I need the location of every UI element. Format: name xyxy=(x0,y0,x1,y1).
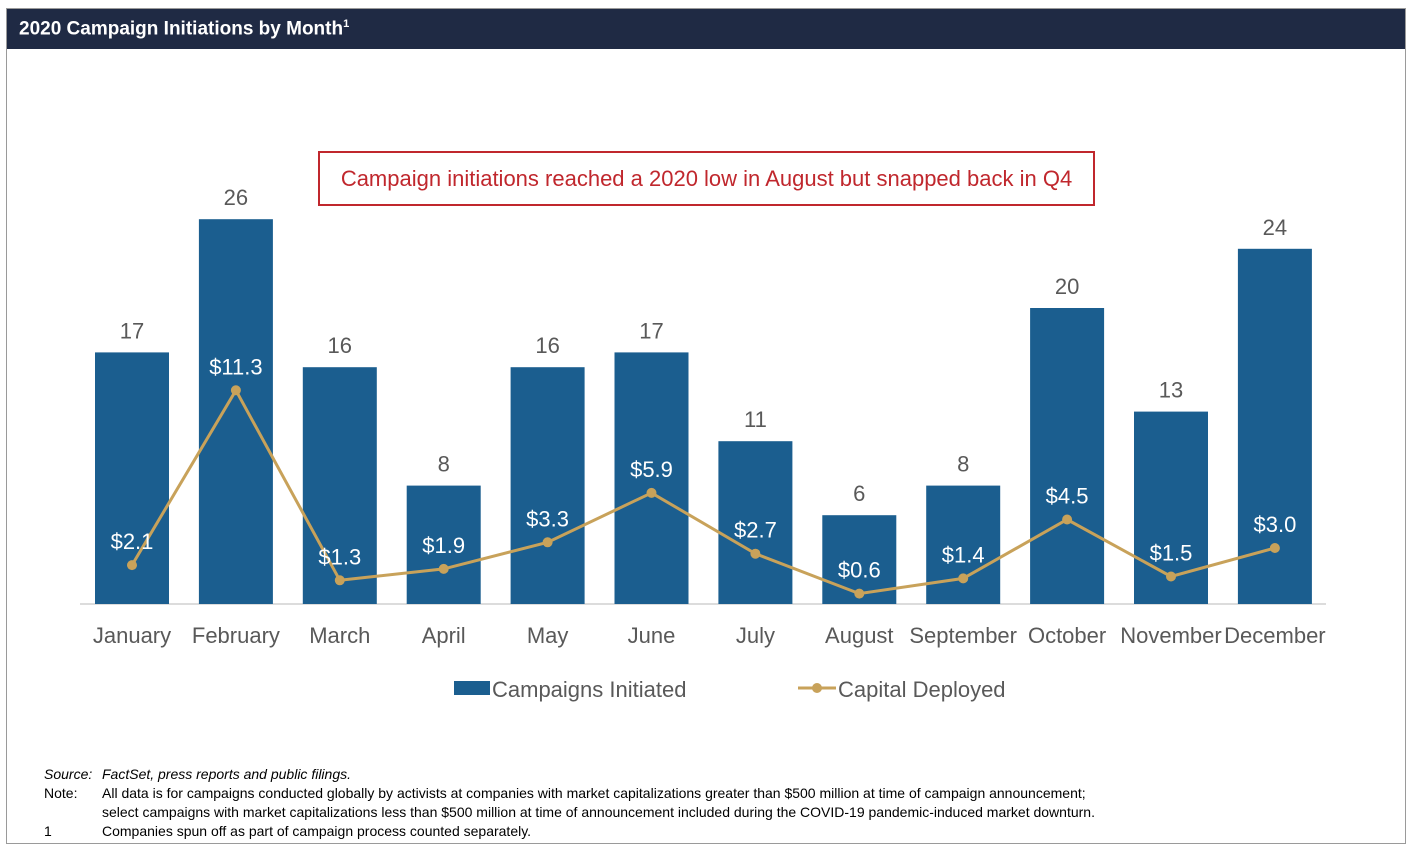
note-text-2: select campaigns with market capitalizat… xyxy=(102,804,1095,820)
x-tick-label: October xyxy=(1028,623,1106,648)
capital-value-label: $2.7 xyxy=(734,518,777,543)
chart-frame xyxy=(6,8,1406,844)
capital-point xyxy=(542,537,553,548)
capital-value-label: $1.4 xyxy=(942,542,985,567)
capital-value-label: $1.3 xyxy=(318,544,361,569)
capital-value-label: $11.3 xyxy=(209,354,262,379)
bar-value-label: 17 xyxy=(639,318,663,343)
bar-july xyxy=(718,441,793,604)
footnote-text: Companies spun off as part of campaign p… xyxy=(102,823,532,839)
x-tick-label: November xyxy=(1120,623,1221,648)
chart-title: 2020 Campaign Initiations by Month1 xyxy=(19,18,350,40)
x-tick-label: April xyxy=(422,623,466,648)
x-tick-label: July xyxy=(736,623,775,648)
capital-point xyxy=(230,385,241,396)
note-label: Note: xyxy=(44,785,78,801)
bar-value-label: 6 xyxy=(853,481,865,506)
bar-value-label: 20 xyxy=(1055,274,1079,299)
bar-value-label: 17 xyxy=(120,318,144,343)
capital-deployed-line xyxy=(130,387,1276,596)
capital-point xyxy=(750,548,761,559)
capital-point xyxy=(646,487,657,498)
capital-value-label: $1.9 xyxy=(422,533,465,558)
x-tick-label: June xyxy=(628,623,676,648)
bar-value-label: 13 xyxy=(1159,378,1183,403)
bar-april xyxy=(406,485,481,604)
note-text-1: All data is for campaigns conducted glob… xyxy=(102,785,1086,801)
bar-february xyxy=(198,219,273,604)
bar-value-label: 8 xyxy=(438,452,450,477)
header-bar: 2020 Campaign Initiations by Month1 xyxy=(7,9,1405,49)
bar-june xyxy=(614,352,689,604)
bar-value-label: 11 xyxy=(744,407,767,432)
x-tick-label: May xyxy=(527,623,569,648)
legend-label-capital: Capital Deployed xyxy=(838,677,1006,702)
x-tick-label: January xyxy=(93,623,171,648)
capital-value-label: $3.0 xyxy=(1253,512,1296,537)
x-tick-label: August xyxy=(825,623,894,648)
capital-value-label: $0.6 xyxy=(838,558,881,583)
x-tick-label: December xyxy=(1224,623,1325,648)
bar-value-label: 16 xyxy=(535,333,559,358)
legend-swatch-campaigns xyxy=(454,681,490,695)
capital-point xyxy=(1062,514,1073,525)
bar-october xyxy=(1030,308,1105,604)
x-tick-label: September xyxy=(909,623,1017,648)
legend-label-campaigns: Campaigns Initiated xyxy=(492,677,686,702)
bar-september xyxy=(926,485,1001,604)
footnotes: Source: FactSet, press reports and public… xyxy=(44,765,1095,841)
bar-value-label: 24 xyxy=(1263,215,1287,240)
bar-march xyxy=(302,367,377,604)
capital-value-label: $5.9 xyxy=(630,457,673,482)
capital-value-label: $1.5 xyxy=(1150,541,1193,566)
bar-value-label: 26 xyxy=(224,185,248,210)
footnote-number: 1 xyxy=(44,823,52,839)
legend-swatch-capital-marker xyxy=(812,683,822,693)
capital-point xyxy=(958,573,969,584)
x-tick-label: February xyxy=(192,623,280,648)
capital-point xyxy=(334,575,345,586)
capital-point xyxy=(438,563,449,574)
bar-value-label: 16 xyxy=(328,333,352,358)
capital-point xyxy=(1269,543,1280,553)
bar-value-label: 8 xyxy=(957,452,969,477)
source-text: FactSet, press reports and public filing… xyxy=(102,766,352,782)
callout-box: Campaign initiations reached a 2020 low … xyxy=(318,151,1095,206)
capital-point xyxy=(1166,571,1176,582)
capital-point xyxy=(127,560,137,571)
capital-value-label: $2.1 xyxy=(111,529,154,554)
source-label: Source: xyxy=(44,766,93,782)
bar-may xyxy=(510,367,585,604)
capital-value-label: $4.5 xyxy=(1046,484,1089,509)
capital-point xyxy=(854,588,865,599)
x-tick-label: March xyxy=(309,623,370,648)
capital-value-label: $3.3 xyxy=(526,506,569,531)
